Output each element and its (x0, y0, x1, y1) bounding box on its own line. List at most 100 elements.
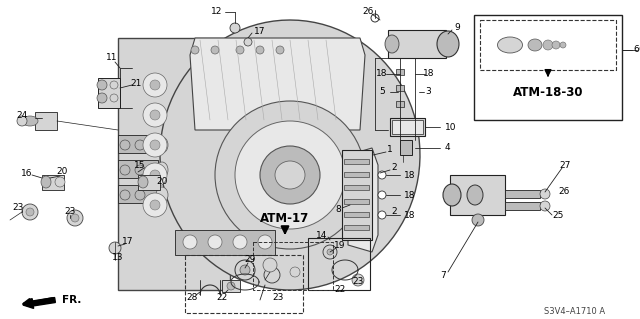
Circle shape (26, 208, 34, 216)
Bar (42, 175, 64, 190)
Bar (388, 30, 446, 58)
Ellipse shape (437, 31, 459, 57)
Bar (344, 212, 369, 217)
Circle shape (235, 260, 255, 280)
Text: 20: 20 (56, 167, 68, 176)
Bar (392, 120, 423, 134)
Bar (98, 78, 120, 108)
Text: 28: 28 (186, 293, 198, 302)
Circle shape (323, 245, 337, 259)
Circle shape (183, 235, 197, 249)
Circle shape (543, 40, 553, 50)
Circle shape (378, 191, 386, 199)
Circle shape (378, 211, 386, 219)
Bar (396, 69, 404, 75)
Bar (185, 255, 303, 313)
Circle shape (109, 242, 121, 254)
Ellipse shape (97, 93, 107, 103)
Text: 24: 24 (17, 110, 28, 120)
Circle shape (150, 140, 160, 150)
Circle shape (371, 14, 379, 22)
Circle shape (143, 133, 167, 157)
Circle shape (22, 204, 38, 220)
Bar (253, 242, 333, 290)
Text: 17: 17 (122, 238, 134, 247)
Bar (344, 185, 369, 190)
Polygon shape (190, 38, 365, 130)
Bar (344, 172, 369, 177)
Bar (390, 118, 425, 136)
Text: 23: 23 (352, 278, 364, 286)
Text: 4: 4 (445, 144, 451, 152)
Bar (118, 160, 158, 178)
Text: 18: 18 (404, 170, 415, 180)
Text: 18: 18 (404, 190, 415, 199)
Ellipse shape (41, 176, 51, 188)
Circle shape (150, 110, 160, 120)
Ellipse shape (275, 161, 305, 189)
Ellipse shape (156, 162, 168, 178)
Circle shape (17, 116, 27, 126)
Text: 19: 19 (334, 241, 346, 249)
Circle shape (290, 267, 300, 277)
Text: 10: 10 (445, 122, 456, 131)
Text: 14: 14 (316, 231, 328, 240)
Bar (474, 15, 622, 120)
Bar (400, 140, 412, 155)
Text: 22: 22 (216, 293, 228, 302)
Circle shape (540, 201, 550, 211)
Text: 6: 6 (633, 46, 639, 55)
Circle shape (211, 46, 219, 54)
Ellipse shape (528, 39, 542, 51)
Ellipse shape (215, 101, 365, 249)
Circle shape (244, 38, 252, 46)
Circle shape (472, 214, 484, 226)
Circle shape (240, 265, 250, 275)
Text: ATM-18-30: ATM-18-30 (513, 86, 583, 100)
Circle shape (71, 214, 79, 222)
Circle shape (135, 140, 145, 150)
Text: 5: 5 (379, 87, 385, 97)
Circle shape (143, 103, 167, 127)
FancyArrow shape (23, 298, 56, 308)
Bar (396, 85, 404, 91)
Bar (308, 238, 370, 290)
Ellipse shape (443, 184, 461, 206)
Bar (450, 175, 505, 215)
Bar (342, 150, 372, 240)
Circle shape (227, 282, 235, 290)
Ellipse shape (497, 37, 522, 53)
Text: 25: 25 (552, 211, 564, 219)
Text: 21: 21 (131, 78, 141, 87)
Circle shape (354, 201, 362, 209)
Circle shape (110, 81, 118, 89)
Circle shape (150, 170, 160, 180)
Circle shape (327, 249, 333, 255)
Text: 22: 22 (334, 286, 346, 294)
Circle shape (276, 46, 284, 54)
Text: 18: 18 (404, 211, 415, 219)
Text: 29: 29 (244, 256, 256, 264)
Bar (118, 185, 158, 203)
Text: S3V4–A1710 A: S3V4–A1710 A (545, 308, 605, 316)
Circle shape (378, 171, 386, 179)
Text: 15: 15 (134, 160, 146, 169)
Circle shape (560, 42, 566, 48)
Circle shape (55, 177, 65, 187)
Bar (505, 202, 540, 210)
Circle shape (135, 165, 145, 175)
Bar (344, 199, 369, 204)
Circle shape (143, 193, 167, 217)
Bar (344, 225, 369, 230)
Ellipse shape (97, 80, 107, 90)
Polygon shape (118, 38, 230, 290)
Bar (396, 101, 404, 107)
Text: 1: 1 (387, 145, 393, 154)
Bar (35, 112, 57, 130)
Text: FR.: FR. (62, 295, 81, 305)
Circle shape (233, 235, 247, 249)
Circle shape (143, 73, 167, 97)
Text: 20: 20 (156, 177, 168, 187)
Bar (344, 159, 369, 164)
Circle shape (354, 221, 362, 229)
